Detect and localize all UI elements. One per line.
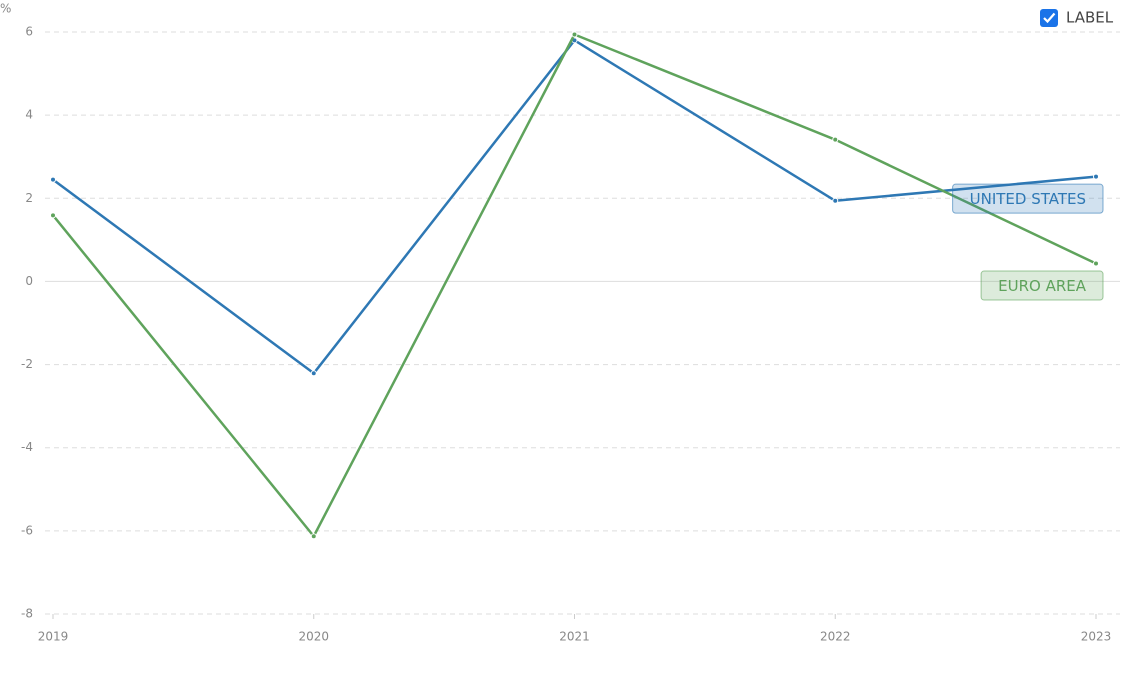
series-label: EURO AREA <box>998 277 1087 295</box>
label-box <box>952 183 1104 214</box>
y-tick-label: 2 <box>25 191 33 205</box>
point <box>310 370 317 377</box>
point <box>50 212 56 219</box>
series-end-label: UNITED STATES <box>952 183 1104 214</box>
point <box>571 31 578 38</box>
x-tick-label: 2019 <box>38 630 69 644</box>
point <box>832 197 839 204</box>
y-tick-label: -4 <box>21 440 33 454</box>
point <box>310 533 317 540</box>
series-label: UNITED STATES <box>970 190 1086 208</box>
series-line <box>52 33 1097 538</box>
x-tick-label: 2020 <box>298 630 329 644</box>
y-tick-label: -8 <box>21 607 33 621</box>
checkmark <box>1043 12 1056 24</box>
y-axis-label: % <box>0 2 11 16</box>
x-tick-label: 2023 <box>1081 630 1112 644</box>
y-tick-label: 0 <box>25 274 33 288</box>
series-end-label: EURO AREA <box>980 270 1104 301</box>
y-tick-label: -2 <box>21 357 33 371</box>
checkbox-label[interactable]: LABEL <box>1066 9 1114 27</box>
y-tick-label: 6 <box>25 25 33 39</box>
x-tick-label: 2022 <box>820 630 851 644</box>
point <box>50 176 56 183</box>
y-tick-label: -6 <box>21 523 33 537</box>
point <box>832 136 839 143</box>
series-line <box>52 39 1097 375</box>
x-tick-label: 2021 <box>559 630 590 644</box>
label-toggle[interactable]: LABEL <box>1040 9 1114 28</box>
checkbox[interactable] <box>1040 9 1058 27</box>
point <box>1093 173 1099 180</box>
label-box <box>980 270 1104 301</box>
y-tick-label: 4 <box>25 108 33 122</box>
point <box>1093 260 1099 267</box>
